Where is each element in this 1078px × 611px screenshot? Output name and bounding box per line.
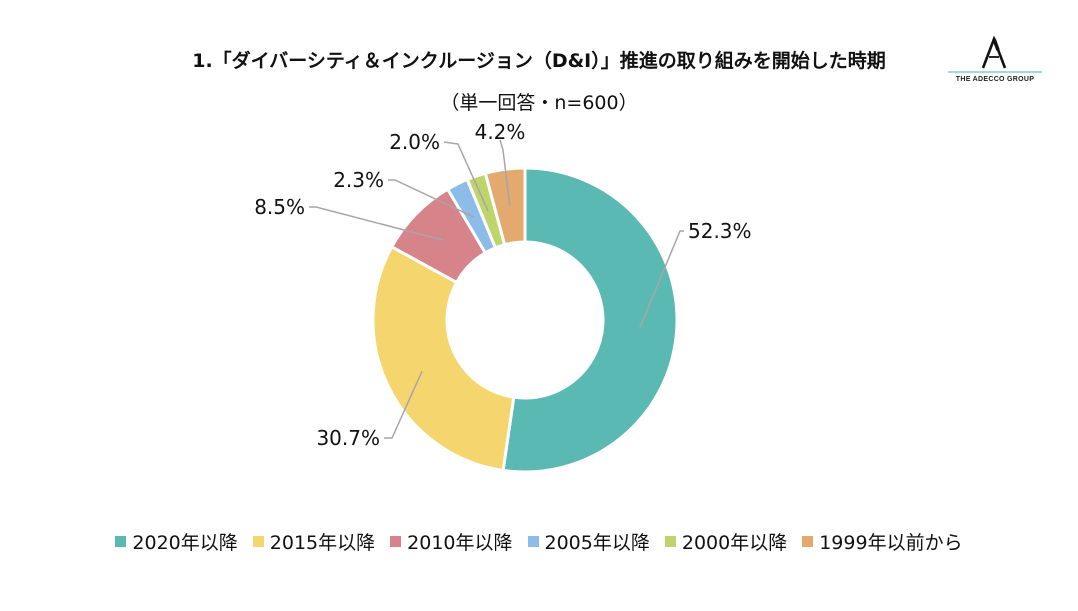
slice-6 <box>483 166 527 247</box>
data-label-1: 52.3% <box>688 219 752 243</box>
slice-2 <box>371 244 516 473</box>
leader-line-1 <box>639 230 684 329</box>
data-label-2: 30.7% <box>316 426 380 450</box>
legend-label: 2010年以降 <box>407 532 513 554</box>
legend-item-6: 1999年以前から <box>802 528 963 555</box>
logo-underline <box>948 71 1042 73</box>
leader-line-3 <box>309 206 443 241</box>
data-label-6: 4.2% <box>475 120 526 144</box>
chart-title: 1.「ダイバーシティ＆インクルージョン（D&I）」推進の取り組みを開始した時期 <box>192 50 886 72</box>
legend-swatch <box>527 536 539 547</box>
legend-swatch <box>664 536 676 547</box>
data-label-4: 2.3% <box>333 168 384 192</box>
data-label-5: 2.0% <box>389 130 440 154</box>
legend-label: 2000年以降 <box>681 532 788 554</box>
legend-label: 2020年以降 <box>132 532 238 554</box>
legend-item-1: 2020年以降 <box>115 528 238 555</box>
leader-line-6 <box>499 139 511 207</box>
data-label-3: 8.5% <box>254 195 305 219</box>
legend-swatch <box>802 536 814 547</box>
leader-line-5 <box>443 141 489 212</box>
adecco-logo: THE ADECCO GROUP <box>948 36 1042 88</box>
legend-label: 2015年以降 <box>269 532 376 554</box>
legend-label: 1999年以前から <box>819 532 963 554</box>
leader-line-4 <box>388 179 475 218</box>
legend-swatch <box>115 536 127 547</box>
legend-item-5: 2000年以降 <box>664 528 788 555</box>
slice-1 <box>501 166 679 474</box>
legend-item-4: 2005年以降 <box>527 528 650 555</box>
legend-label: 2005年以降 <box>544 532 650 554</box>
legend-item-2: 2015年以降 <box>252 528 376 555</box>
legend-swatch <box>390 536 402 547</box>
legend-item-3: 2010年以降 <box>390 528 513 555</box>
adecco-a-logo-icon <box>981 36 1007 69</box>
logo-text: THE ADECCO GROUP <box>955 76 1035 83</box>
legend: 2020年以降 2015年以降 2010年以降 2005年以降 2000年以降 1999年… <box>0 528 1078 555</box>
leader-line-2 <box>384 370 423 439</box>
legend-swatch <box>252 536 264 547</box>
chart-subtitle: （単一回答・n=600） <box>440 92 638 114</box>
